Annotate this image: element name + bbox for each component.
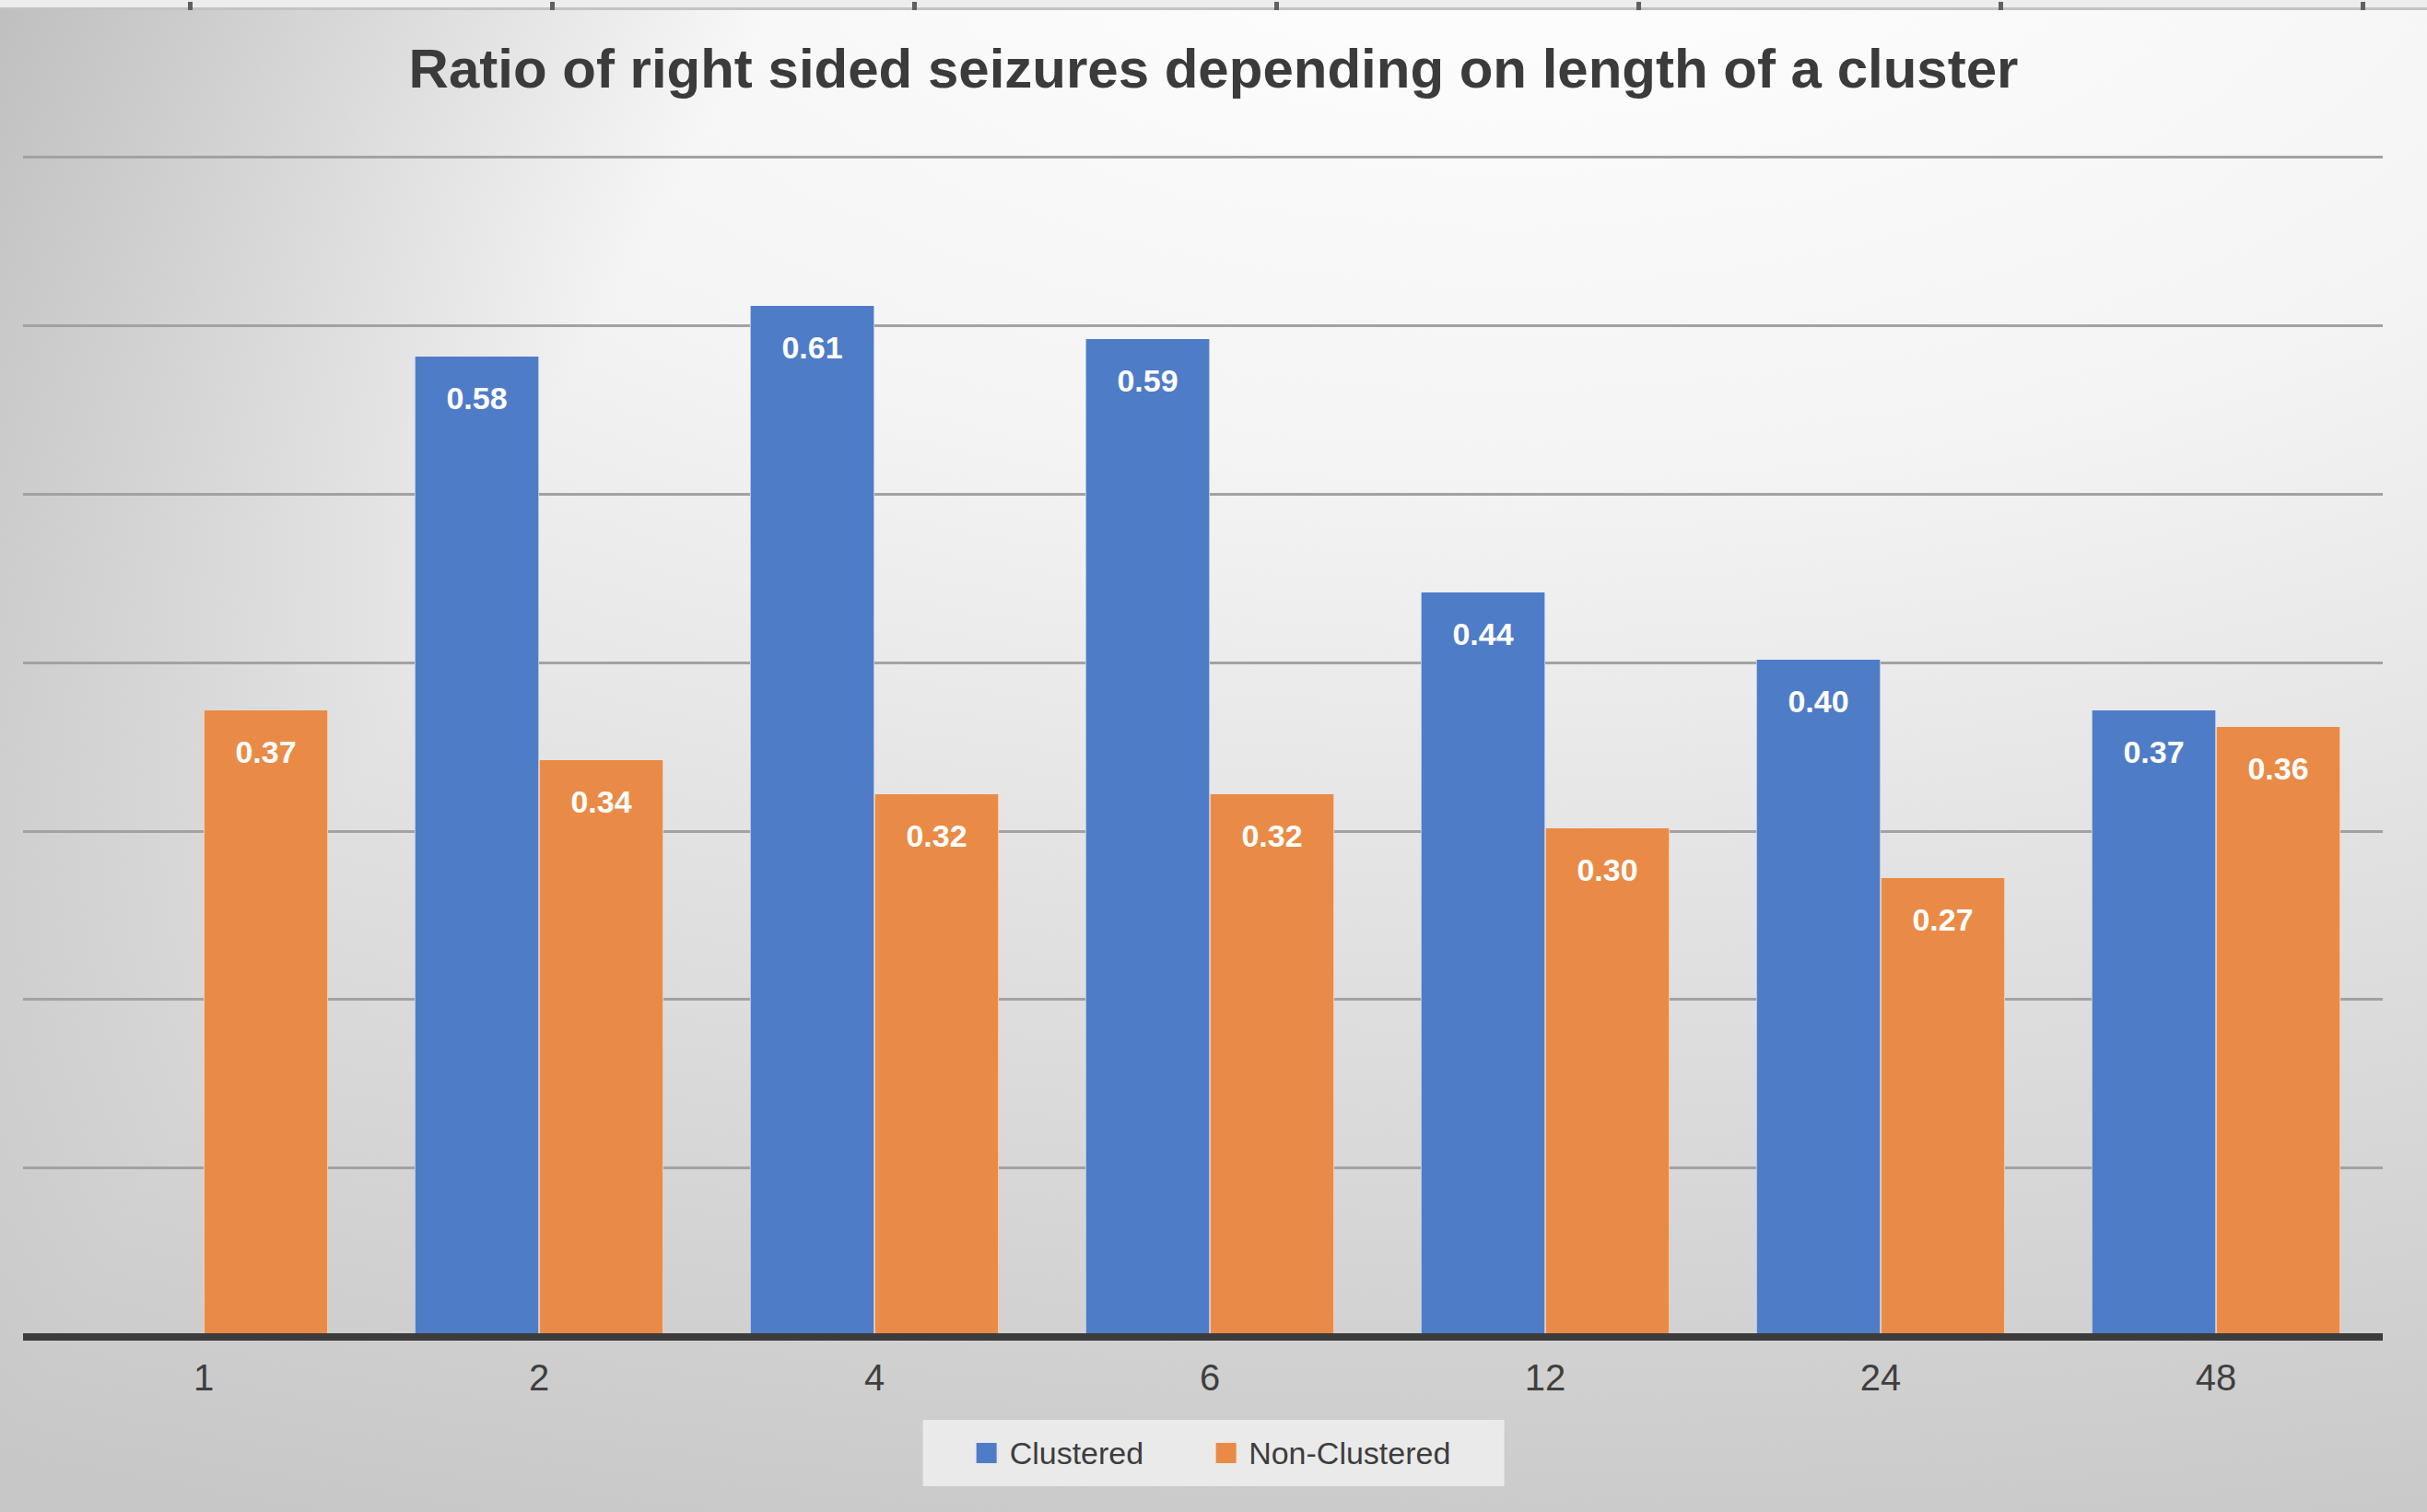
bar-non-clustered-48[interactable]: 0.36 bbox=[2216, 727, 2340, 1333]
data-label-clustered-6: 0.59 bbox=[1086, 363, 1209, 399]
legend-swatch-clustered bbox=[977, 1443, 997, 1463]
x-axis-line bbox=[23, 1333, 2383, 1341]
bar-clustered-12[interactable]: 0.44 bbox=[1421, 592, 1545, 1333]
plot-area: 0.37 1 0.58 0.34 2 0.61 0.32 4 0.59 0.32 6 0.44 0.30… bbox=[0, 0, 2427, 1512]
bar-clustered-24[interactable]: 0.40 bbox=[1756, 660, 1881, 1333]
bar-clustered-6[interactable]: 0.59 bbox=[1085, 339, 1210, 1333]
x-axis-label-6[interactable]: 6 bbox=[1118, 1357, 1302, 1399]
gridline bbox=[23, 324, 2383, 327]
data-label-non-clustered-1: 0.37 bbox=[205, 734, 327, 770]
x-axis-label-2[interactable]: 2 bbox=[447, 1357, 631, 1399]
data-label-non-clustered-12: 0.30 bbox=[1546, 852, 1669, 888]
x-axis-label-12[interactable]: 12 bbox=[1453, 1357, 1637, 1399]
data-label-non-clustered-4: 0.32 bbox=[875, 818, 998, 854]
legend-item-non-clustered[interactable]: Non-Clustered bbox=[1215, 1436, 1450, 1471]
data-label-clustered-4: 0.61 bbox=[751, 330, 873, 366]
x-axis-label-1[interactable]: 1 bbox=[111, 1357, 296, 1399]
data-label-non-clustered-48: 0.36 bbox=[2217, 751, 2339, 787]
bar-clustered-48[interactable]: 0.37 bbox=[2092, 710, 2216, 1333]
bar-non-clustered-12[interactable]: 0.30 bbox=[1545, 828, 1670, 1333]
legend[interactable]: Clustered Non-Clustered bbox=[923, 1420, 1505, 1486]
data-label-clustered-48: 0.37 bbox=[2093, 734, 2215, 770]
legend-item-clustered[interactable]: Clustered bbox=[977, 1436, 1144, 1471]
chart-screenshot: Ratio of right sided seizures depending … bbox=[0, 0, 2427, 1512]
data-label-non-clustered-2: 0.34 bbox=[540, 784, 662, 820]
legend-swatch-non-clustered bbox=[1215, 1443, 1236, 1463]
bar-non-clustered-6[interactable]: 0.32 bbox=[1210, 794, 1334, 1333]
gridline bbox=[23, 156, 2383, 158]
x-axis-label-4[interactable]: 4 bbox=[782, 1357, 967, 1399]
data-label-clustered-12: 0.44 bbox=[1422, 616, 1544, 652]
data-label-clustered-2: 0.58 bbox=[416, 381, 538, 416]
legend-label-non-clustered: Non-Clustered bbox=[1249, 1436, 1450, 1471]
x-axis-label-24[interactable]: 24 bbox=[1788, 1357, 1973, 1399]
bar-non-clustered-4[interactable]: 0.32 bbox=[874, 794, 999, 1333]
data-label-clustered-24: 0.40 bbox=[1757, 684, 1880, 720]
bar-non-clustered-2[interactable]: 0.34 bbox=[539, 760, 663, 1333]
bar-clustered-4[interactable]: 0.61 bbox=[750, 306, 874, 1333]
bar-non-clustered-24[interactable]: 0.27 bbox=[1881, 878, 2005, 1333]
bar-clustered-2[interactable]: 0.58 bbox=[415, 357, 539, 1333]
data-label-non-clustered-24: 0.27 bbox=[1882, 902, 2004, 938]
bar-non-clustered-1[interactable]: 0.37 bbox=[204, 710, 328, 1333]
data-label-non-clustered-6: 0.32 bbox=[1211, 818, 1333, 854]
legend-label-clustered: Clustered bbox=[1010, 1436, 1144, 1471]
x-axis-label-48[interactable]: 48 bbox=[2124, 1357, 2308, 1399]
